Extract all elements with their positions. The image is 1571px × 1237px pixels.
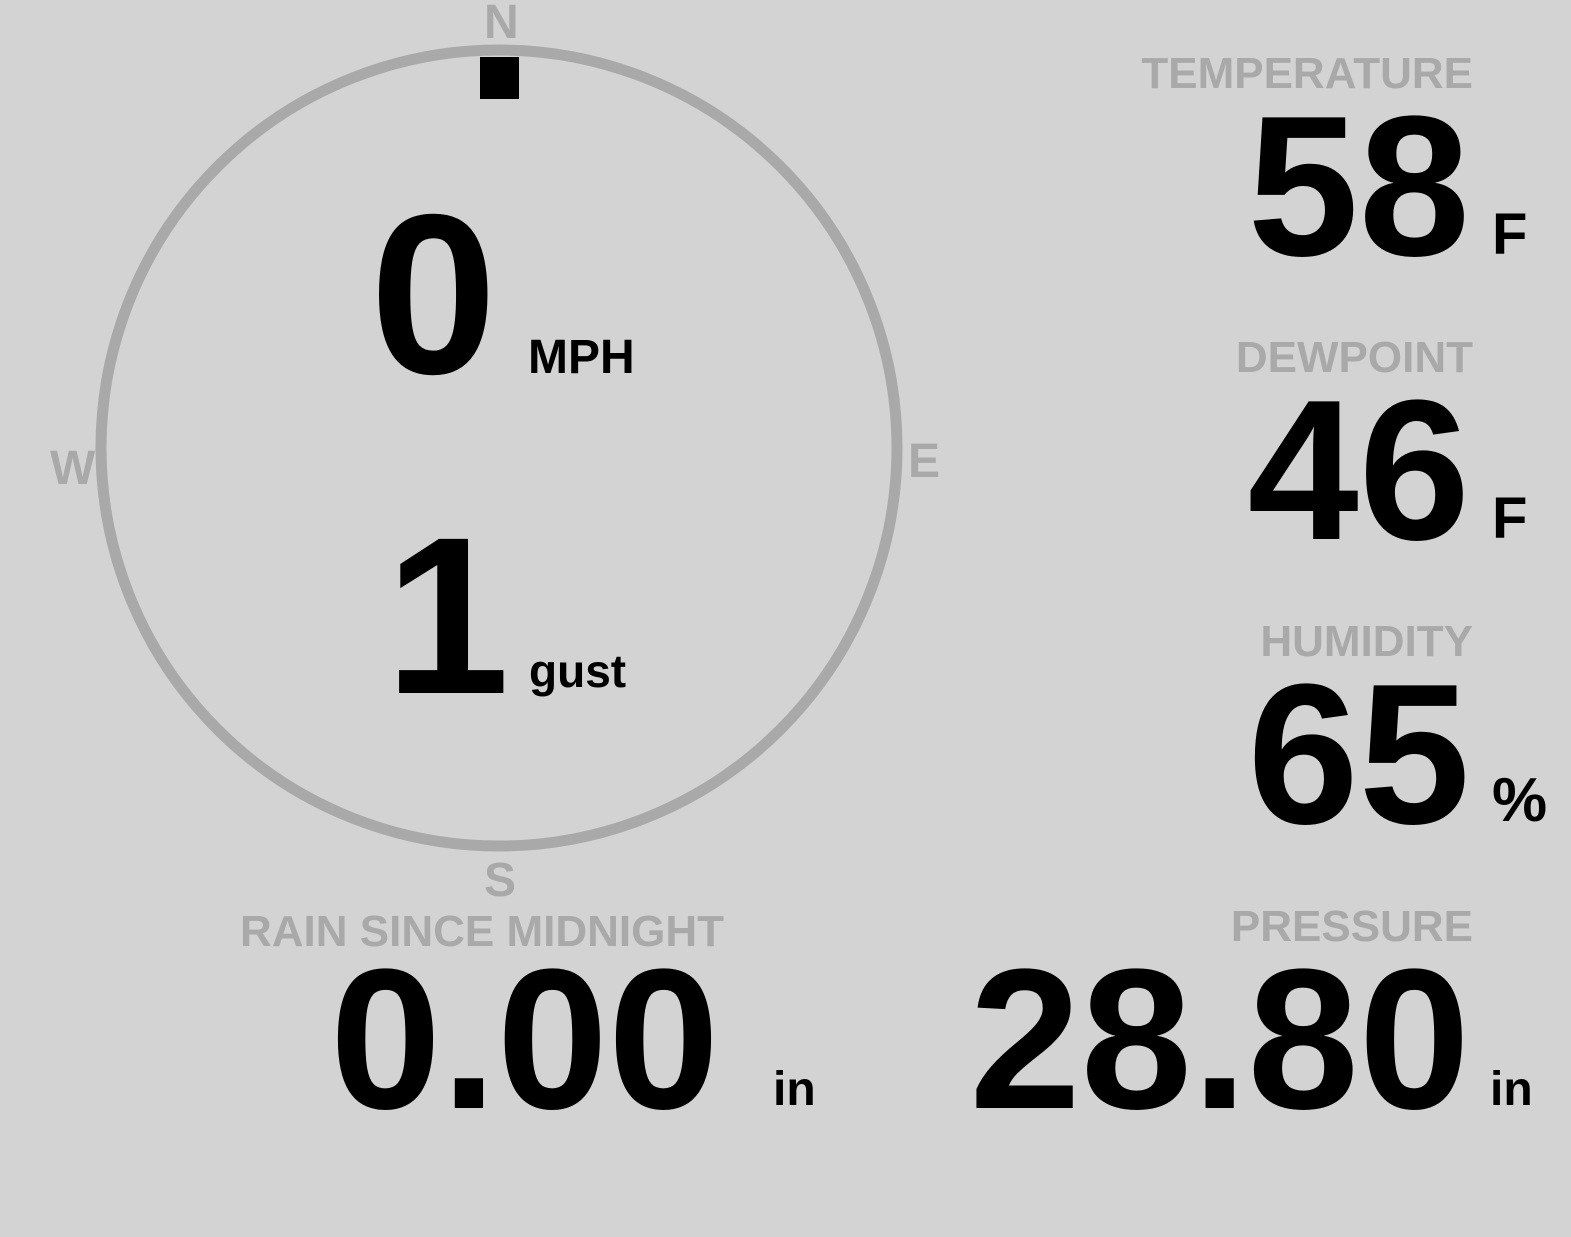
rain-unit: in (773, 1063, 816, 1116)
temperature-value: 58 (1247, 75, 1470, 298)
humidity-value: 65 (1247, 643, 1470, 866)
dewpoint-label: DEWPOINT (1235, 333, 1473, 382)
wind-gust-value: 1 (385, 491, 510, 741)
humidity-unit: % (1492, 766, 1548, 835)
wind-gust-unit: gust (529, 645, 627, 697)
wind-direction-indicator (480, 57, 519, 99)
compass-south-label: S (484, 854, 517, 907)
dewpoint-value: 46 (1247, 359, 1470, 582)
rain-label: RAIN SINCE MIDNIGHT (240, 907, 724, 956)
wind-speed-unit: MPH (528, 331, 635, 384)
humidity-label: HUMIDITY (1260, 617, 1473, 666)
pressure-unit: in (1490, 1063, 1533, 1116)
temperature-unit: F (1492, 202, 1528, 267)
rain-value: 0.00 (330, 928, 720, 1151)
wind-direction-marker (480, 57, 519, 99)
compass-ring (95, 44, 903, 852)
pressure-value: 28.80 (969, 928, 1471, 1151)
compass-north-label: N (484, 0, 519, 49)
compass-east-label: E (908, 435, 941, 488)
dewpoint-unit: F (1492, 486, 1528, 551)
wind-speed-value: 0 (370, 168, 497, 422)
temperature-label: TEMPERATURE (1141, 49, 1473, 98)
compass-west-label: W (50, 442, 96, 495)
pressure-label: PRESSURE (1230, 902, 1473, 951)
